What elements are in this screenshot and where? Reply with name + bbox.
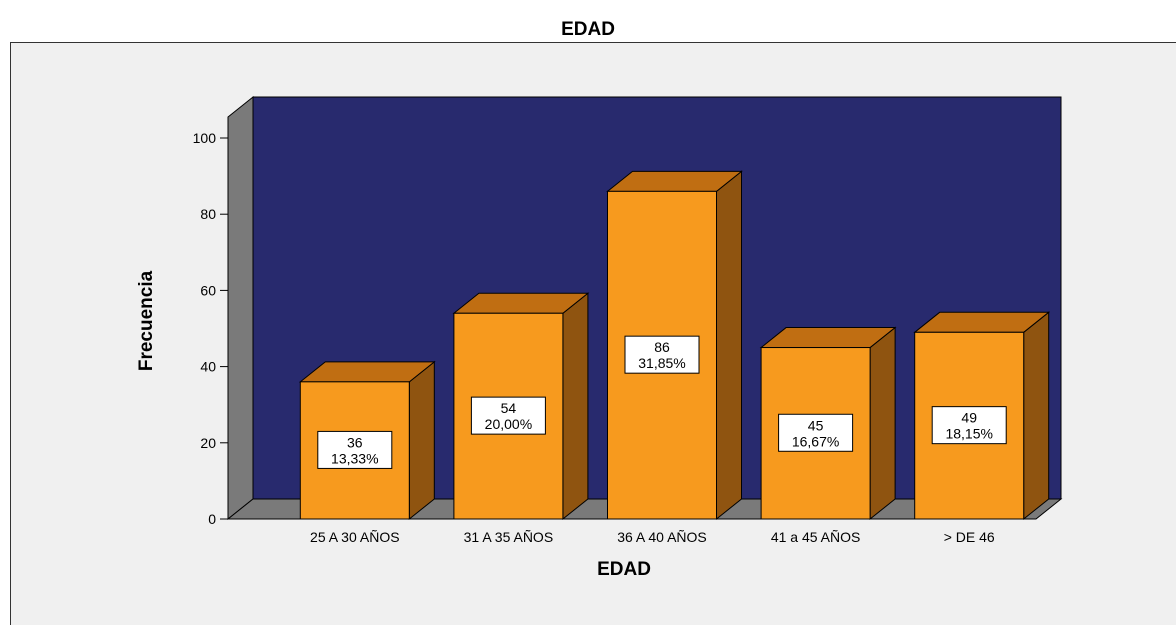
y-tick-label: 0 xyxy=(208,511,216,527)
data-label-count: 86 xyxy=(654,339,670,355)
bar-side xyxy=(1023,311,1050,521)
data-label-count: 36 xyxy=(347,434,363,450)
y-tick-label: 60 xyxy=(200,282,216,298)
data-label-box xyxy=(317,430,393,469)
data-label-count: 45 xyxy=(808,417,824,433)
x-axis-title: EDAD xyxy=(597,559,651,580)
y-tick-label: 40 xyxy=(200,359,216,375)
data-label-box xyxy=(778,413,854,452)
bar-side xyxy=(869,326,896,521)
side-wall xyxy=(227,95,254,521)
x-tick-label: 25 A 30 AÑOS xyxy=(310,529,400,545)
data-label-percent: 31,85% xyxy=(638,355,685,371)
bar-side xyxy=(408,360,435,521)
data-label-percent: 20,00% xyxy=(485,416,532,432)
data-label-count: 49 xyxy=(961,410,977,426)
data-label-percent: 13,33% xyxy=(331,450,378,466)
bar-side xyxy=(562,292,589,521)
x-tick-label: 41 a 45 AÑOS xyxy=(771,529,861,545)
y-tick-label: 100 xyxy=(193,130,217,146)
data-label-percent: 18,15% xyxy=(945,426,992,442)
x-tick-label: > DE 46 xyxy=(944,529,995,545)
data-label-box xyxy=(931,406,1007,445)
x-tick-label: 36 A 40 AÑOS xyxy=(617,529,707,545)
chart-title: EDAD xyxy=(561,19,615,40)
x-tick-label: 31 A 35 AÑOS xyxy=(464,529,554,545)
bar-side xyxy=(716,170,742,521)
y-axis: 0 20 40 60 80 100 xyxy=(193,130,228,527)
y-tick-label: 20 xyxy=(200,435,216,451)
y-tick-label: 80 xyxy=(200,206,216,222)
y-axis-title: Frecuencia xyxy=(136,270,157,371)
data-label-percent: 16,67% xyxy=(792,433,839,449)
x-axis: 25 A 30 AÑOS 31 A 35 AÑOS 36 A 40 AÑOS 41 a… xyxy=(310,529,995,545)
data-label-box xyxy=(470,396,546,435)
data-label-box xyxy=(624,335,700,374)
data-label-count: 54 xyxy=(501,400,517,416)
